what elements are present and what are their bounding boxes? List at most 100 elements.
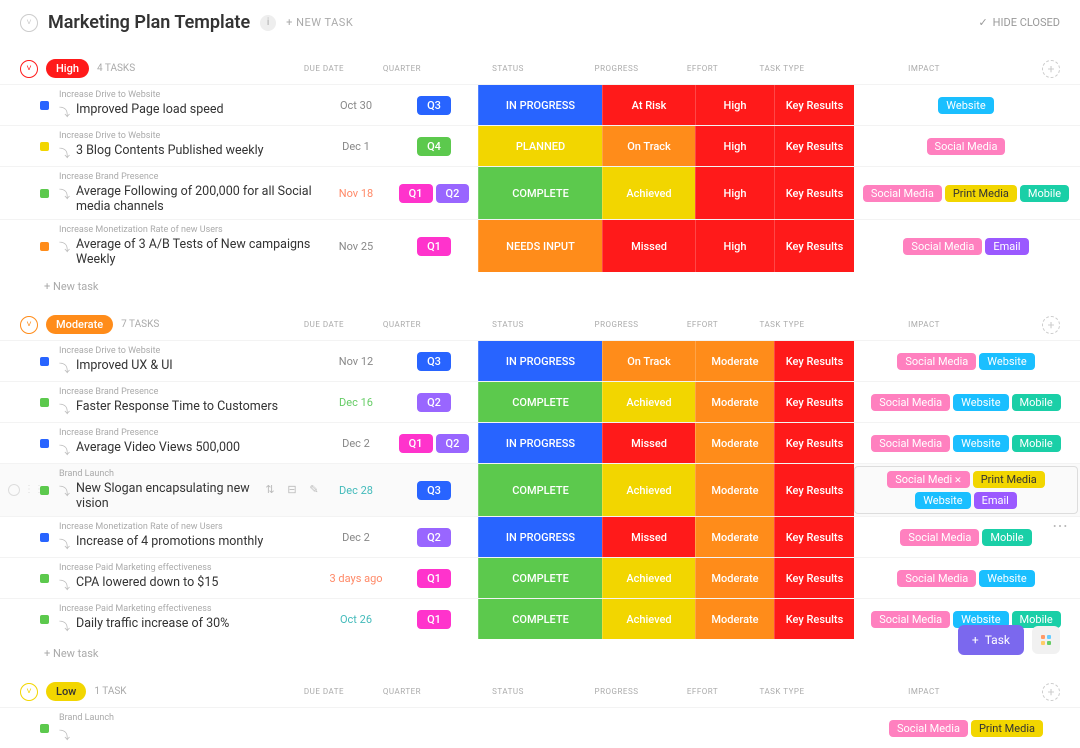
quarter-pill[interactable]: Q2 [417, 528, 451, 547]
status-cell[interactable]: COMPLETE [478, 464, 602, 516]
col-progress[interactable]: PROGRESS [570, 64, 663, 73]
impact-tag[interactable]: Email [985, 238, 1028, 255]
effort-cell[interactable]: Moderate [695, 341, 774, 381]
progress-cell[interactable]: Achieved [602, 464, 695, 516]
status-square[interactable] [40, 101, 49, 110]
col-quarter[interactable]: QUARTER [358, 64, 446, 73]
effort-cell[interactable]: Moderate [695, 464, 774, 516]
impact-tag[interactable]: Website [915, 492, 970, 509]
effort-cell[interactable]: Moderate [695, 517, 774, 557]
task-title[interactable]: ⤵ Improved Page load speed [59, 102, 322, 120]
priority-pill[interactable]: Low [46, 682, 86, 701]
impact-tag[interactable]: Website [979, 353, 1034, 370]
impact-tag[interactable]: Social Media [903, 238, 982, 255]
impact-tag[interactable]: Website [953, 394, 1008, 411]
impact-tag[interactable]: Mobile [1020, 185, 1069, 202]
quarter-cell[interactable]: Q1Q2 [390, 423, 478, 463]
impact-cell[interactable]: Social Media [854, 126, 1078, 166]
status-square[interactable] [40, 574, 49, 583]
due-date[interactable]: Dec 28 [322, 464, 390, 516]
effort-cell[interactable]: High [695, 126, 774, 166]
new-task-row[interactable]: + New task [0, 272, 1080, 301]
quarter-pill[interactable]: Q1 [399, 184, 433, 203]
col-impact[interactable]: IMPACT [822, 64, 1026, 73]
quarter-cell[interactable]: Q3 [390, 341, 478, 381]
quarter-cell[interactable]: Q1 [390, 599, 478, 639]
impact-tag[interactable]: Social Media [897, 353, 976, 370]
impact-tag[interactable]: Print Media [973, 471, 1045, 488]
new-task-button[interactable]: + NEW TASK [286, 16, 353, 29]
priority-pill[interactable]: High [46, 59, 89, 78]
col-type[interactable]: TASK TYPE [742, 320, 822, 329]
impact-cell[interactable]: Social MediaMobile [854, 517, 1078, 557]
impact-cell[interactable]: Social MediaWebsiteMobile [854, 382, 1078, 422]
quarter-pill[interactable]: Q4 [417, 137, 451, 156]
type-cell[interactable]: Key Results [774, 167, 854, 219]
status-square[interactable] [40, 242, 49, 251]
impact-cell[interactable]: Social MediaWebsiteMobile [854, 423, 1078, 463]
quarter-cell[interactable]: Q2 [390, 517, 478, 557]
col-status[interactable]: STATUS [446, 687, 570, 696]
col-impact[interactable]: IMPACT [822, 687, 1026, 696]
type-cell[interactable]: Key Results [774, 423, 854, 463]
effort-cell[interactable]: High [695, 220, 774, 272]
impact-tag[interactable]: Social Media [927, 138, 1006, 155]
task-title[interactable]: ⤵ Improved UX & UI [59, 358, 322, 376]
progress-cell[interactable]: Achieved [602, 558, 695, 598]
col-effort[interactable]: EFFORT [663, 64, 742, 73]
effort-cell[interactable]: High [695, 85, 774, 125]
status-cell[interactable] [478, 708, 602, 748]
type-cell[interactable]: Key Results [774, 220, 854, 272]
quarter-cell[interactable]: Q1 [390, 220, 478, 272]
col-status[interactable]: STATUS [446, 64, 570, 73]
add-column-button[interactable]: + [1042, 683, 1060, 701]
col-quarter[interactable]: QUARTER [358, 320, 446, 329]
impact-tag[interactable]: Social Medi✕ [887, 471, 970, 488]
quarter-pill[interactable]: Q2 [436, 434, 470, 453]
type-cell[interactable]: Key Results [774, 558, 854, 598]
effort-cell[interactable]: Moderate [695, 423, 774, 463]
effort-cell[interactable]: Moderate [695, 382, 774, 422]
progress-cell[interactable]: Achieved [602, 167, 695, 219]
progress-cell[interactable]: On Track [602, 341, 695, 381]
add-column-button[interactable]: + [1042, 316, 1060, 334]
effort-cell[interactable] [695, 708, 774, 748]
impact-cell[interactable]: Social MediaWebsite [854, 558, 1078, 598]
quarter-pill[interactable]: Q2 [417, 393, 451, 412]
select-circle[interactable] [8, 484, 20, 496]
group-toggle[interactable]: ˅ [20, 683, 38, 701]
col-progress[interactable]: PROGRESS [570, 687, 663, 696]
task-title[interactable]: ⤵ Average Video Views 500,000 [59, 440, 322, 458]
hide-closed-toggle[interactable]: ✓ HIDE CLOSED [978, 16, 1060, 29]
new-task-fab[interactable]: + Task [958, 625, 1024, 655]
edit-icon[interactable]: ✎ [306, 481, 322, 497]
quarter-cell[interactable]: Q3 [390, 464, 478, 516]
impact-tag[interactable]: Social Media [871, 394, 950, 411]
type-cell[interactable]: Key Results [774, 382, 854, 422]
status-square[interactable] [40, 142, 49, 151]
progress-cell[interactable]: At Risk [602, 85, 695, 125]
assign-icon[interactable]: ⇅ [262, 481, 278, 497]
due-date[interactable]: Nov 18 [322, 167, 390, 219]
due-date[interactable]: Dec 2 [322, 517, 390, 557]
due-date[interactable]: Dec 2 [322, 423, 390, 463]
new-task-row[interactable]: + New task [0, 639, 1080, 668]
status-cell[interactable]: IN PROGRESS [478, 423, 602, 463]
col-type[interactable]: TASK TYPE [742, 64, 822, 73]
task-title[interactable]: ⤵ Increase of 4 promotions monthly [59, 534, 322, 552]
col-effort[interactable]: EFFORT [663, 320, 742, 329]
quarter-pill[interactable]: Q1 [417, 237, 451, 256]
impact-cell[interactable]: Website [854, 85, 1078, 125]
quarter-pill[interactable]: Q3 [417, 481, 451, 500]
task-title[interactable]: ⤵ New Slogan encapsulating new vision ⇅ … [59, 481, 322, 511]
col-status[interactable]: STATUS [446, 320, 570, 329]
progress-cell[interactable]: Missed [602, 220, 695, 272]
status-cell[interactable]: COMPLETE [478, 382, 602, 422]
impact-tag[interactable]: Social Media [871, 435, 950, 452]
quarter-cell[interactable]: Q2 [390, 382, 478, 422]
due-date[interactable]: Oct 30 [322, 85, 390, 125]
status-cell[interactable]: PLANNED [478, 126, 602, 166]
impact-tag[interactable]: Print Media [945, 185, 1017, 202]
collapse-toggle[interactable]: ˅ [20, 14, 38, 32]
quarter-pill[interactable]: Q3 [417, 352, 451, 371]
